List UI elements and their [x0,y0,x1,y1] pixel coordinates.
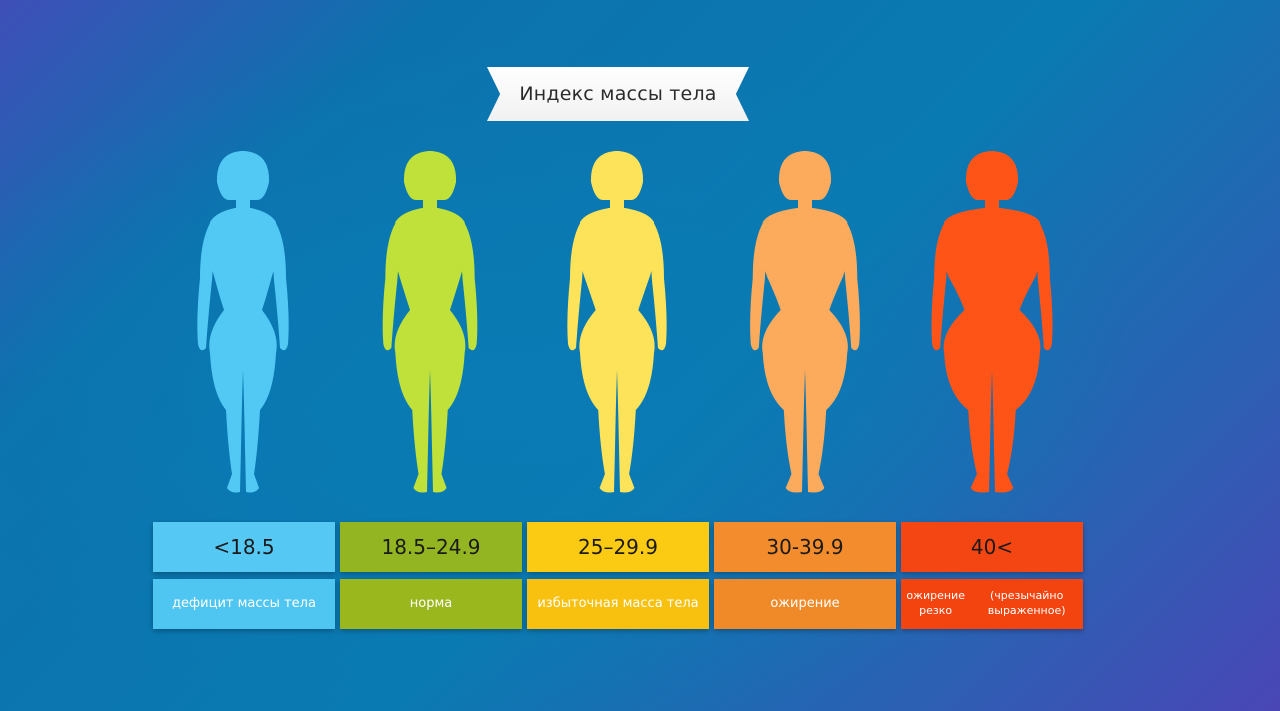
bmi-range-cell: 40< [901,522,1083,572]
obese-woman-silhouette-icon [733,148,877,498]
overweight-woman-silhouette-icon [545,148,689,498]
slim-woman-silhouette-icon [171,148,315,498]
bmi-label-cell: ожирение резко (чрезычайно выраженное) [901,579,1083,629]
severely-obese-woman-silhouette-icon [920,148,1064,498]
bmi-label-cell: избыточная масса тела [527,579,709,629]
bmi-label-cell: норма [340,579,522,629]
page-title: Индекс массы тела [519,83,717,105]
title-ribbon: Индекс массы тела [487,67,749,121]
bmi-range-cell: 18.5–24.9 [340,522,522,572]
bmi-range-cell: 25–29.9 [527,522,709,572]
bmi-label-cell: ожирение [714,579,896,629]
bmi-range-cell: <18.5 [153,522,335,572]
bmi-range-cell: 30-39.9 [714,522,896,572]
bmi-label-cell: дефицит массы тела [153,579,335,629]
normal-woman-silhouette-icon [358,148,502,498]
